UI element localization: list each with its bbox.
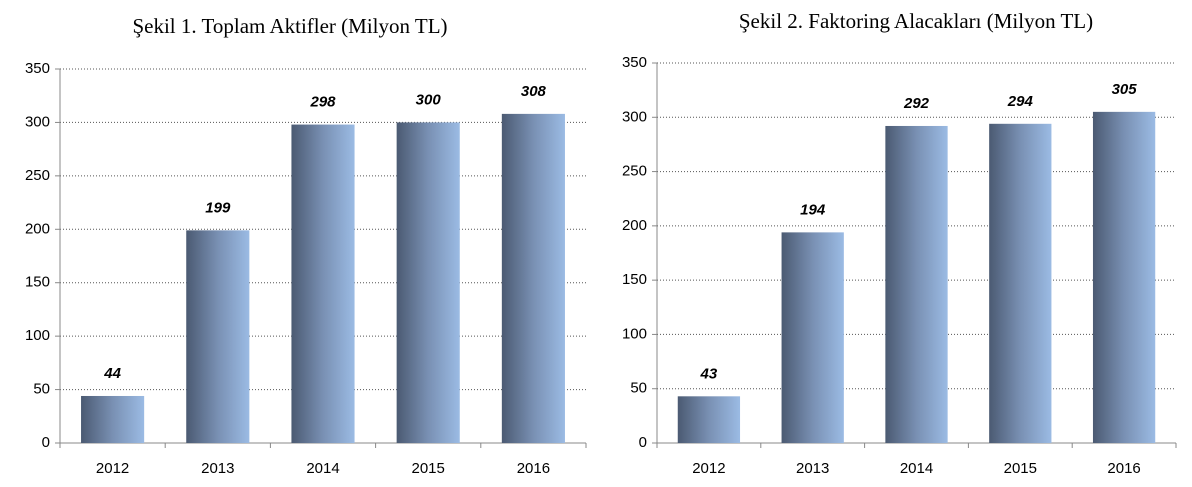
- y-tick-label: 0: [639, 434, 647, 451]
- bar: [186, 230, 250, 443]
- y-tick-label: 100: [25, 327, 50, 344]
- y-tick-label: 150: [622, 271, 647, 288]
- x-tick-label: 2015: [412, 460, 445, 477]
- x-tick-label: 2016: [1107, 460, 1140, 477]
- y-tick-label: 200: [25, 220, 50, 237]
- data-label: 194: [800, 201, 826, 218]
- x-tick-label: 2012: [96, 460, 129, 477]
- chart-title: Şekil 2. Faktoring Alacakları (Milyon TL…: [739, 9, 1093, 33]
- data-label: 292: [903, 95, 930, 112]
- y-tick-label: 0: [42, 434, 50, 451]
- bar: [501, 113, 565, 443]
- x-tick-label: 2014: [306, 460, 339, 477]
- data-label: 44: [103, 365, 121, 382]
- x-tick-label: 2012: [692, 460, 725, 477]
- x-tick-label: 2013: [796, 460, 829, 477]
- x-tick-label: 2016: [517, 460, 550, 477]
- data-label: 300: [416, 91, 442, 108]
- y-tick-label: 300: [622, 108, 647, 125]
- x-tick-label: 2015: [1004, 460, 1037, 477]
- y-tick-label: 250: [622, 163, 647, 180]
- data-label: 294: [1007, 93, 1034, 110]
- bar: [677, 396, 741, 443]
- y-tick-label: 50: [630, 380, 647, 397]
- y-tick-label: 100: [622, 325, 647, 342]
- bar: [291, 124, 355, 444]
- bar: [396, 122, 460, 443]
- y-tick-label: 250: [25, 167, 50, 184]
- data-label: 43: [700, 365, 718, 382]
- y-tick-label: 350: [622, 54, 647, 71]
- data-label: 305: [1112, 81, 1138, 98]
- x-tick-label: 2014: [900, 460, 933, 477]
- chart-title: Şekil 1. Toplam Aktifler (Milyon TL): [132, 14, 447, 38]
- y-tick-label: 150: [25, 274, 50, 291]
- data-label: 298: [309, 94, 336, 111]
- data-label: 308: [521, 83, 547, 100]
- bar: [989, 123, 1052, 444]
- bar: [81, 395, 145, 443]
- y-tick-label: 50: [33, 381, 50, 398]
- x-tick-label: 2013: [201, 460, 234, 477]
- y-tick-label: 300: [25, 113, 50, 130]
- bar: [885, 125, 948, 443]
- bar: [1092, 111, 1156, 443]
- data-label: 199: [205, 199, 231, 216]
- y-tick-label: 350: [25, 60, 50, 77]
- bar: [781, 232, 844, 443]
- y-tick-label: 200: [622, 217, 647, 234]
